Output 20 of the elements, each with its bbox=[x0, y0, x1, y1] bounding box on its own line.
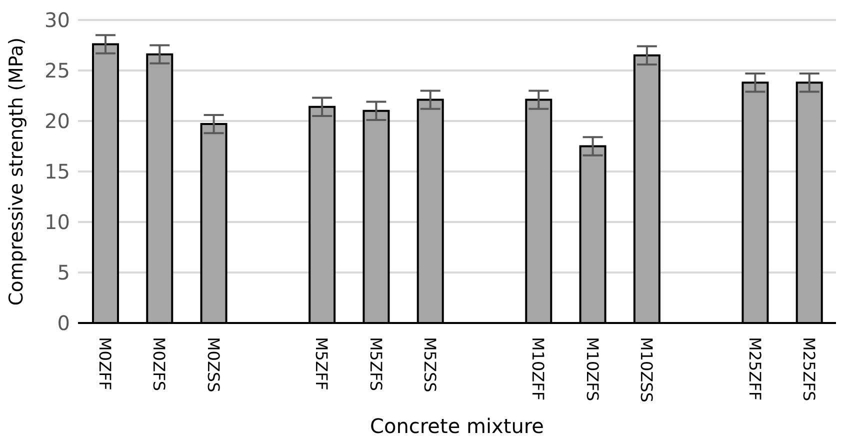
x-tick-label: M5ZSS bbox=[420, 337, 440, 392]
y-tick-label: 5 bbox=[57, 260, 70, 285]
y-tick-label: 0 bbox=[57, 311, 70, 336]
x-tick-label: M5ZFS bbox=[366, 337, 386, 392]
y-tick-label: 30 bbox=[44, 8, 70, 32]
x-tick-label: M0ZFF bbox=[96, 337, 115, 390]
x-axis-title: Concrete mixture bbox=[370, 414, 544, 438]
y-axis-title: Compressive strength (MPa) bbox=[6, 37, 28, 306]
y-tick-label: 20 bbox=[44, 109, 70, 134]
x-tick-label: M10ZFS bbox=[582, 337, 602, 402]
x-tick-label: M10ZFF bbox=[528, 337, 548, 401]
x-tick-label: M25ZFS bbox=[799, 337, 818, 402]
x-tick-label: M25ZFF bbox=[745, 337, 764, 401]
y-tick-label: 15 bbox=[44, 160, 70, 184]
x-tick-label: M0ZSS bbox=[204, 337, 223, 392]
x-tick-label: M10ZSS bbox=[637, 337, 656, 402]
y-tick-label: 10 bbox=[44, 210, 70, 234]
x-tick-label: M5ZFF bbox=[312, 337, 332, 390]
y-tick-label: 25 bbox=[44, 58, 70, 83]
x-tick-label: M0ZFS bbox=[150, 337, 169, 392]
